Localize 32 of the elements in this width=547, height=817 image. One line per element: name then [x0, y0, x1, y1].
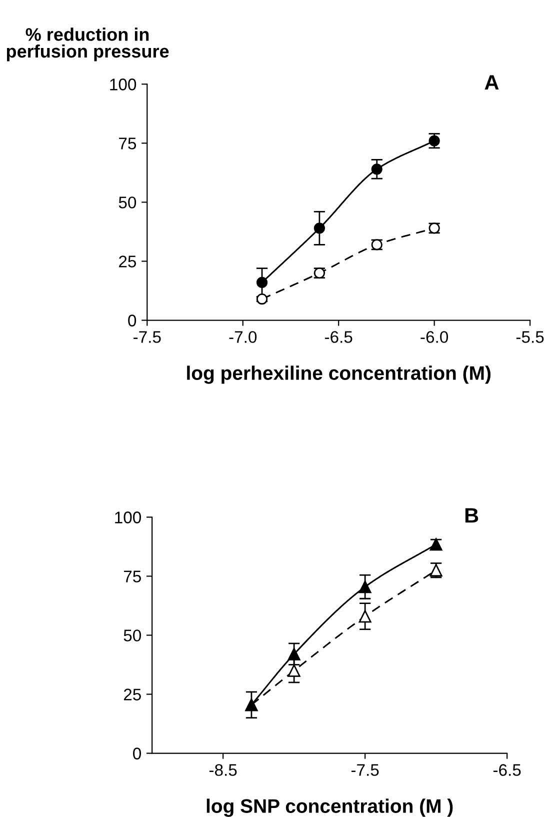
y-tick-label: 100: [110, 78, 136, 90]
y-tick-label: 50: [118, 196, 136, 208]
point: [256, 293, 268, 305]
point: [428, 135, 440, 146]
y-tick-label: 75: [124, 570, 141, 582]
point: [371, 164, 382, 175]
point: [358, 580, 372, 594]
x-tick-label: -7.5: [134, 331, 161, 343]
annotation: A: [484, 75, 499, 90]
x-axis-title: log perhexiline concentration (M): [187, 366, 491, 384]
point: [256, 276, 268, 288]
y-tick-label: 75: [119, 138, 136, 150]
x-tick-label: -6.5: [324, 331, 352, 343]
x-tick-label: -6.5: [493, 764, 521, 776]
x-tick-label: -7.5: [351, 764, 379, 776]
y-tick-label: 0: [128, 314, 136, 326]
point: [358, 610, 372, 623]
point: [288, 648, 300, 660]
annotation: B: [465, 508, 478, 523]
x-tick-label: -8.5: [209, 764, 237, 776]
x-tick-label: -6.0: [420, 331, 448, 343]
y-tick-label: 50: [124, 630, 141, 642]
y-tick-label: 0: [133, 748, 141, 760]
y-tick-label: 25: [119, 256, 136, 268]
y-axis-title: % reduction in perfusion pressure: [6, 28, 169, 62]
x-tick-label: -7.0: [229, 331, 257, 343]
point: [288, 664, 300, 677]
point: [314, 222, 326, 234]
y-tick-label: 25: [124, 688, 141, 700]
x-tick-label: -5.5: [516, 331, 544, 343]
x-axis-title: log SNP concentration (M ): [206, 798, 453, 817]
y-tick-label: 100: [115, 512, 141, 524]
